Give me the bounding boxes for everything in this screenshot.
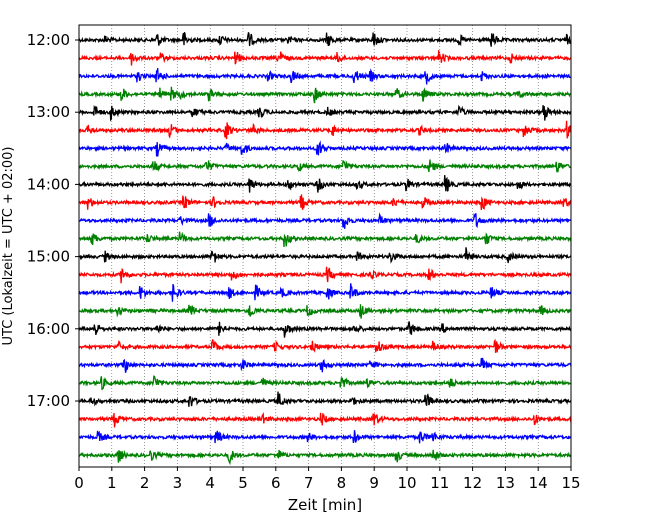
trace-line	[78, 104, 572, 122]
x-axis-label: Zeit [min]	[288, 496, 362, 514]
x-tick-label: 1	[107, 474, 117, 492]
trace-line	[78, 283, 572, 302]
trace-line	[78, 50, 572, 66]
x-tick-label: 8	[337, 474, 347, 492]
x-tick-label: 4	[205, 474, 215, 492]
trace-line	[78, 304, 572, 319]
trace-line	[78, 375, 572, 391]
y-tick-label: 17:00	[27, 392, 70, 410]
trace-line	[78, 194, 572, 211]
y-axis-ticks: 12:00 13:00 14:00 15:00 16:00 17:00	[27, 31, 79, 410]
y-tick-label: 12:00	[27, 31, 70, 49]
trace-line	[78, 212, 572, 229]
trace-line	[78, 31, 572, 47]
y-tick-label: 14:00	[27, 175, 70, 193]
y-tick-label: 16:00	[27, 320, 70, 338]
y-axis-label: UTC (Lokalzeit = UTC + 02:00)	[1, 147, 16, 346]
trace-line	[78, 266, 572, 284]
x-tick-label: 12	[463, 474, 482, 492]
x-tick-label: 10	[397, 474, 416, 492]
trace-line	[78, 68, 572, 85]
x-tick-label: 9	[369, 474, 379, 492]
x-tick-label: 15	[561, 474, 580, 492]
trace-line	[78, 86, 572, 104]
trace-line	[78, 247, 572, 264]
x-tick-label: 2	[140, 474, 150, 492]
trace-line	[78, 430, 572, 444]
x-tick-label: 11	[430, 474, 449, 492]
trace-line	[78, 120, 572, 140]
trace-line	[78, 231, 572, 248]
trace-line	[78, 175, 572, 193]
x-tick-label: 0	[74, 474, 84, 492]
x-tick-label: 3	[173, 474, 183, 492]
trace-line	[78, 391, 572, 407]
x-tick-label: 7	[304, 474, 314, 492]
plot-frame	[78, 24, 572, 468]
x-tick-label: 6	[271, 474, 281, 492]
x-tick-label: 13	[496, 474, 515, 492]
seismogram-traces	[78, 31, 572, 466]
trace-line	[78, 321, 572, 338]
trace-line	[78, 449, 572, 466]
y-tick-label: 13:00	[27, 103, 70, 121]
plot-background	[79, 25, 571, 467]
trace-line	[78, 159, 572, 173]
x-tick-label: 14	[529, 474, 548, 492]
trace-line	[78, 140, 572, 157]
y-tick-label: 15:00	[27, 248, 70, 266]
x-axis-ticks: 0 1 2 3 4 5 6 7 8 9 10 11 12 13 14 15	[74, 467, 581, 492]
trace-line	[78, 338, 572, 353]
x-tick-label: 5	[238, 474, 248, 492]
trace-line	[78, 357, 572, 373]
trace-line	[78, 412, 572, 428]
